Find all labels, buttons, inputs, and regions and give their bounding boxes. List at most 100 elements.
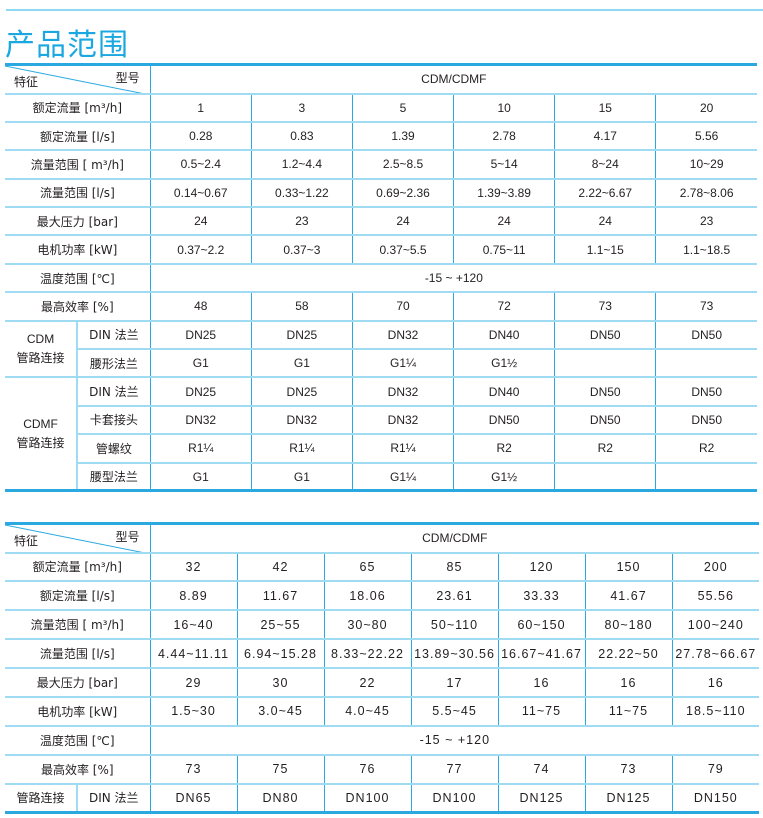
value-cell: 23 [250, 207, 353, 237]
table-row: 最高效率 [%] 48 58 70 72 73 73 [5, 292, 757, 322]
row-label: 腰形法兰 [77, 349, 151, 379]
value-cell: 8~24 [554, 150, 656, 180]
value-cell: 5 [351, 93, 454, 123]
header-row: 型号 特征 CDM/CDMF [5, 63, 757, 95]
value-cell: DN80 [236, 783, 324, 815]
model-header: 型号 [115, 530, 140, 544]
table-row: 额定流量 [l/s] 0.28 0.83 1.39 2.78 4.17 5.56 [5, 121, 757, 152]
row-label: 腰型法兰 [77, 462, 151, 493]
value-cell: 4.17 [554, 121, 656, 152]
row-label: 额定流量 [l/s] [5, 581, 150, 612]
value-cell: 6.94~15.28 [236, 639, 324, 670]
row-label: 最大压力 [bar] [5, 668, 150, 698]
value-cell: 5.5~45 [410, 696, 498, 727]
value-cell: G1 [250, 462, 353, 493]
corner-cell: 型号 特征 [5, 522, 150, 554]
row-label: 卡套接头 [77, 405, 151, 436]
value-cell: 10 [453, 93, 555, 123]
spanned-value: -15 ~ +120 [149, 725, 760, 756]
value-cell: G1 [250, 349, 353, 379]
row-label: 流量范围 [ m³/h] [5, 610, 150, 641]
top-divider [6, 9, 763, 11]
group-label-text: 管路连接 [16, 435, 65, 450]
group-label: 管路连接 [5, 783, 78, 815]
table-row: 额定流量 [m³/h] 1 3 5 10 15 20 [5, 93, 757, 123]
value-cell: 10~29 [655, 150, 757, 180]
value-cell: DN50 [554, 405, 656, 436]
value-cell: R2 [453, 434, 555, 464]
value-cell: 24 [149, 207, 252, 237]
value-cell: 11~75 [584, 696, 672, 727]
value-cell: 73 [149, 754, 237, 785]
value-cell: G1½ [453, 462, 555, 493]
value-cell: 11.67 [236, 581, 324, 612]
series-header: CDM/CDMF [149, 63, 757, 95]
group-label: CDMF 管路连接 [5, 377, 79, 493]
value-cell: 200 [671, 552, 760, 583]
value-cell: DN32 [351, 377, 454, 407]
value-cell: 23.61 [410, 581, 498, 612]
value-cell: 150 [584, 552, 672, 583]
model-header: 型号 [115, 71, 140, 85]
table-row: 卡套接头 DN32 DN32 DN32 DN50 DN50 DN50 [5, 405, 757, 436]
value-cell: DN32 [351, 320, 454, 351]
table-row: 流量范围 [ m³/h] 0.5~2.4 1.2~4.4 2.5~8.5 5~14 8~2… [5, 150, 757, 180]
table-row: 温度范围 [℃] -15 ~ +120 [5, 725, 760, 756]
row-label: 管螺纹 [77, 434, 151, 464]
row-label: 温度范围 [℃] [5, 725, 150, 756]
value-cell: 0.5~2.4 [149, 150, 252, 180]
row-label: DIN 法兰 [76, 377, 151, 407]
value-cell: 50~110 [410, 610, 498, 641]
value-cell: 8.33~22.22 [323, 639, 411, 670]
group-series: CDM [26, 332, 55, 347]
value-cell: DN50 [655, 405, 757, 436]
row-label: 流量范围 [ m³/h] [5, 150, 151, 180]
value-cell: 22.22~50 [584, 639, 672, 670]
value-cell: 11~75 [497, 696, 585, 727]
group-series: CDMF [23, 416, 58, 431]
value-cell: 1.39~3.89 [453, 178, 555, 209]
value-cell: 16.67~41.67 [497, 639, 585, 670]
value-cell: 2.22~6.67 [554, 178, 656, 209]
row-label: 温度范围 [℃] [5, 263, 151, 294]
row-label: 最高效率 [%] [5, 292, 151, 322]
value-cell: 73 [655, 292, 757, 322]
table-row: 流量范围 [ m³/h] 16~40 25~55 30~80 50~110 60~150 8… [5, 610, 760, 641]
value-cell: 120 [497, 552, 585, 583]
value-cell: DN100 [410, 783, 498, 815]
value-cell: 1.1~18.5 [655, 235, 757, 265]
value-cell: 0.83 [250, 121, 353, 152]
value-cell: 65 [323, 552, 411, 583]
value-cell: G1 [149, 349, 252, 379]
row-label: 额定流量 [l/s] [5, 121, 151, 152]
group-label-text: 管路连接 [16, 791, 65, 806]
table-row: 额定流量 [l/s] 8.89 11.67 18.06 23.61 33.33 41.67 5… [5, 581, 760, 612]
value-cell: DN32 [149, 405, 252, 436]
value-cell: DN50 [655, 320, 757, 351]
value-cell: 73 [554, 292, 656, 322]
value-cell: 24 [351, 207, 454, 237]
value-cell: DN25 [250, 377, 353, 407]
value-cell: 48 [149, 292, 252, 322]
value-cell: DN32 [250, 405, 353, 436]
value-cell: DN50 [554, 320, 656, 351]
value-cell: 85 [410, 552, 498, 583]
value-cell: 25~55 [236, 610, 324, 641]
row-label: 电机功率 [kW] [5, 235, 151, 265]
value-cell: 33.33 [497, 581, 585, 612]
value-cell: DN125 [584, 783, 672, 815]
value-cell: 76 [323, 754, 411, 785]
value-cell: 27.78~66.67 [671, 639, 760, 670]
row-label: 电机功率 [kW] [5, 696, 150, 727]
value-cell: 4.0~45 [323, 696, 411, 727]
value-cell: 5.56 [655, 121, 757, 152]
value-cell: DN125 [497, 783, 585, 815]
value-cell: DN25 [250, 320, 353, 351]
value-cell: 0.37~5.5 [351, 235, 454, 265]
value-cell: R1¼ [250, 434, 353, 464]
value-cell: 2.78~8.06 [655, 178, 757, 209]
value-cell: 74 [497, 754, 585, 785]
table-row: CDM 管路连接 DIN 法兰 DN25 DN25 DN32 DN40 DN50 DN50 [5, 320, 757, 379]
value-cell: 0.69~2.36 [351, 178, 454, 209]
table-row: 最高效率 [%] 73 75 76 77 74 73 79 [5, 754, 760, 785]
